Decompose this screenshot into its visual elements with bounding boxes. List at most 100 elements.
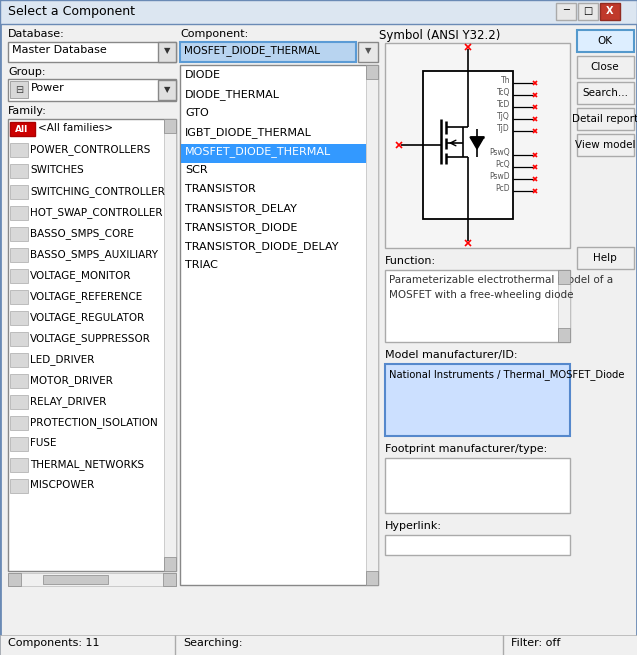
Bar <box>8 573 21 586</box>
Bar <box>0 0 637 24</box>
Text: MISCPOWER: MISCPOWER <box>30 480 94 490</box>
Bar <box>10 353 28 367</box>
Text: <All families>: <All families> <box>38 123 113 133</box>
Text: Help: Help <box>593 253 617 263</box>
Bar <box>385 535 570 555</box>
Text: ─: ─ <box>563 5 569 15</box>
Bar <box>158 42 176 62</box>
Text: Hyperlink:: Hyperlink: <box>385 521 442 531</box>
Bar <box>8 119 176 571</box>
Bar <box>577 30 634 52</box>
Bar <box>164 119 176 571</box>
Bar <box>10 248 28 262</box>
Bar <box>385 43 570 248</box>
Bar <box>10 81 28 98</box>
Bar <box>10 164 28 178</box>
Text: POWER_CONTROLLERS: POWER_CONTROLLERS <box>30 144 150 155</box>
Bar <box>180 65 378 585</box>
Text: HOT_SWAP_CONTROLLER: HOT_SWAP_CONTROLLER <box>30 207 162 218</box>
Bar <box>10 185 28 199</box>
Bar <box>366 65 378 585</box>
Bar <box>10 395 28 409</box>
Bar <box>10 143 28 157</box>
Bar <box>423 71 513 219</box>
Bar <box>181 144 366 163</box>
Text: Close: Close <box>590 62 619 72</box>
Text: TjD: TjD <box>497 124 510 133</box>
Text: Parameterizable electrothermal model of a: Parameterizable electrothermal model of … <box>389 275 613 285</box>
Text: VOLTAGE_MONITOR: VOLTAGE_MONITOR <box>30 270 131 281</box>
Text: Searching:: Searching: <box>183 638 243 648</box>
Bar <box>43 575 108 584</box>
Text: TRIAC: TRIAC <box>185 260 218 270</box>
Bar <box>558 328 570 342</box>
Text: TcD: TcD <box>497 100 510 109</box>
Text: BASSO_SMPS_AUXILIARY: BASSO_SMPS_AUXILIARY <box>30 249 158 260</box>
Text: DIODE_THERMAL: DIODE_THERMAL <box>185 89 280 100</box>
Bar <box>10 479 28 493</box>
Bar <box>8 573 176 586</box>
Text: TRANSISTOR_DIODE_DELAY: TRANSISTOR_DIODE_DELAY <box>185 241 338 252</box>
Text: SCR: SCR <box>185 165 208 175</box>
Bar <box>577 108 634 130</box>
Bar <box>577 56 634 78</box>
Bar <box>385 364 570 436</box>
Bar <box>10 122 35 136</box>
Bar <box>10 269 28 283</box>
Text: TjQ: TjQ <box>497 112 510 121</box>
Text: Detail report: Detail report <box>572 114 637 124</box>
Text: FUSE: FUSE <box>30 438 57 448</box>
Bar <box>10 374 28 388</box>
Text: All: All <box>15 124 29 134</box>
Text: OK: OK <box>598 36 613 46</box>
Text: ▼: ▼ <box>365 47 371 56</box>
Text: THERMAL_NETWORKS: THERMAL_NETWORKS <box>30 459 144 470</box>
Text: VOLTAGE_SUPPRESSOR: VOLTAGE_SUPPRESSOR <box>30 333 151 344</box>
Bar <box>10 437 28 451</box>
Bar <box>385 458 570 513</box>
Bar <box>366 65 378 79</box>
Text: SWITCHING_CONTROLLER: SWITCHING_CONTROLLER <box>30 186 165 197</box>
Text: TRANSISTOR: TRANSISTOR <box>185 184 255 194</box>
Text: PswD: PswD <box>489 172 510 181</box>
Bar <box>10 206 28 220</box>
Text: Database:: Database: <box>8 29 65 39</box>
Bar <box>10 311 28 325</box>
Text: View model: View model <box>575 140 635 150</box>
Text: Select a Component: Select a Component <box>8 5 135 18</box>
Bar <box>10 227 28 241</box>
Text: TRANSISTOR_DELAY: TRANSISTOR_DELAY <box>185 203 297 214</box>
Bar <box>558 270 570 284</box>
Bar <box>578 3 598 20</box>
Text: Function:: Function: <box>385 256 436 266</box>
Bar <box>577 82 634 104</box>
Text: Model manufacturer/ID:: Model manufacturer/ID: <box>385 350 517 360</box>
Text: MOSFET_DIODE_THERMAL: MOSFET_DIODE_THERMAL <box>184 45 320 56</box>
Text: LED_DRIVER: LED_DRIVER <box>30 354 94 365</box>
Text: ▼: ▼ <box>164 86 170 94</box>
Text: GTO: GTO <box>185 108 209 118</box>
Bar <box>163 573 176 586</box>
Bar <box>164 119 176 133</box>
Bar <box>0 635 637 655</box>
Bar <box>600 3 620 20</box>
Text: Filter: off: Filter: off <box>511 638 561 648</box>
Text: MOSFET_DIODE_THERMAL: MOSFET_DIODE_THERMAL <box>185 146 331 157</box>
Text: Family:: Family: <box>8 106 47 116</box>
Bar <box>10 290 28 304</box>
Text: Th: Th <box>501 76 510 85</box>
Text: DIODE: DIODE <box>185 70 221 80</box>
Text: ⊟: ⊟ <box>15 85 23 95</box>
Text: X: X <box>606 6 614 16</box>
Text: PROTECTION_ISOLATION: PROTECTION_ISOLATION <box>30 417 158 428</box>
Text: RELAY_DRIVER: RELAY_DRIVER <box>30 396 106 407</box>
Bar <box>8 79 176 101</box>
Text: ▼: ▼ <box>164 47 170 56</box>
Text: PcQ: PcQ <box>496 160 510 169</box>
Polygon shape <box>470 137 484 149</box>
Text: TRANSISTOR_DIODE: TRANSISTOR_DIODE <box>185 222 297 233</box>
Text: TcQ: TcQ <box>497 88 510 97</box>
Text: SWITCHES: SWITCHES <box>30 165 83 175</box>
Text: Master Database: Master Database <box>12 45 107 55</box>
Text: Footprint manufacturer/type:: Footprint manufacturer/type: <box>385 444 547 454</box>
